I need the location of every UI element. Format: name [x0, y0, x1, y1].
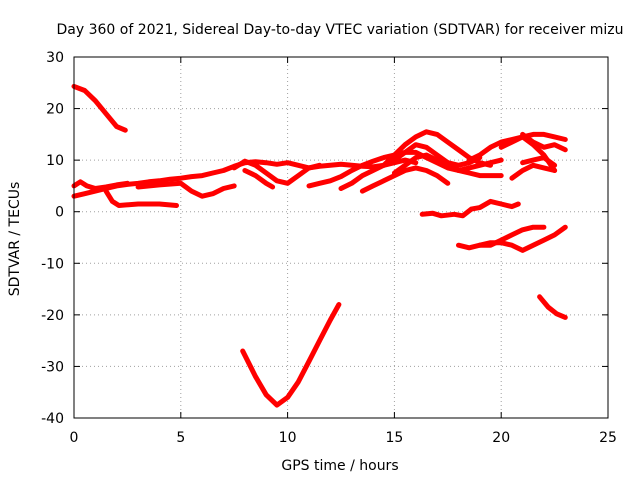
- data-series-arc-01: [71, 83, 128, 133]
- y-tick-label: -30: [41, 359, 64, 375]
- x-axis-label: GPS time / hours: [281, 458, 398, 474]
- data-series-arc-06: [135, 180, 237, 199]
- x-tick-label: 15: [385, 430, 403, 446]
- data-series-arc-10: [338, 142, 504, 191]
- data-series-arc-19: [509, 162, 558, 181]
- x-tick-label: 5: [176, 430, 185, 446]
- data-series-arc-05: [103, 188, 179, 208]
- data-series-arc-04: [71, 179, 130, 191]
- y-tick-label: -20: [41, 308, 64, 324]
- x-tick-label: 25: [599, 430, 617, 446]
- y-axis-label: SDTVAR / TECUs: [7, 182, 23, 297]
- plot-frame: [73, 56, 609, 419]
- y-tick-label: 0: [55, 205, 64, 221]
- data-series-arc-02: [240, 302, 342, 408]
- x-tick-label: 20: [492, 430, 510, 446]
- y-tick-label: -40: [41, 411, 64, 427]
- data-series-arc-15: [456, 224, 547, 251]
- y-tick-label: 20: [46, 102, 64, 118]
- data-series-arc-14: [419, 198, 521, 219]
- y-tick-label: 30: [46, 50, 64, 66]
- data-series-arc-21: [520, 131, 568, 153]
- grid-lines: [74, 57, 608, 418]
- y-tick-label: -10: [41, 256, 64, 272]
- x-tick-label: 10: [279, 430, 297, 446]
- data-series-arc-16: [477, 224, 568, 253]
- data-series-arc-08: [242, 168, 276, 190]
- y-tick-label: 10: [46, 153, 64, 169]
- data-series: [71, 83, 568, 408]
- chart-title: Day 360 of 2021, Sidereal Day-to-day VTE…: [57, 22, 624, 38]
- data-series-arc-11: [359, 165, 451, 194]
- data-series-arc-20: [520, 155, 558, 168]
- data-series-arc-13: [391, 152, 483, 176]
- axis-ticks: 0 5 10 15 20 25 -40 -30 -20 -10 0 10 20 30: [41, 50, 617, 446]
- data-series-arc-22: [537, 294, 568, 320]
- data-series-arc-07: [231, 158, 323, 186]
- x-tick-label: 0: [70, 430, 79, 446]
